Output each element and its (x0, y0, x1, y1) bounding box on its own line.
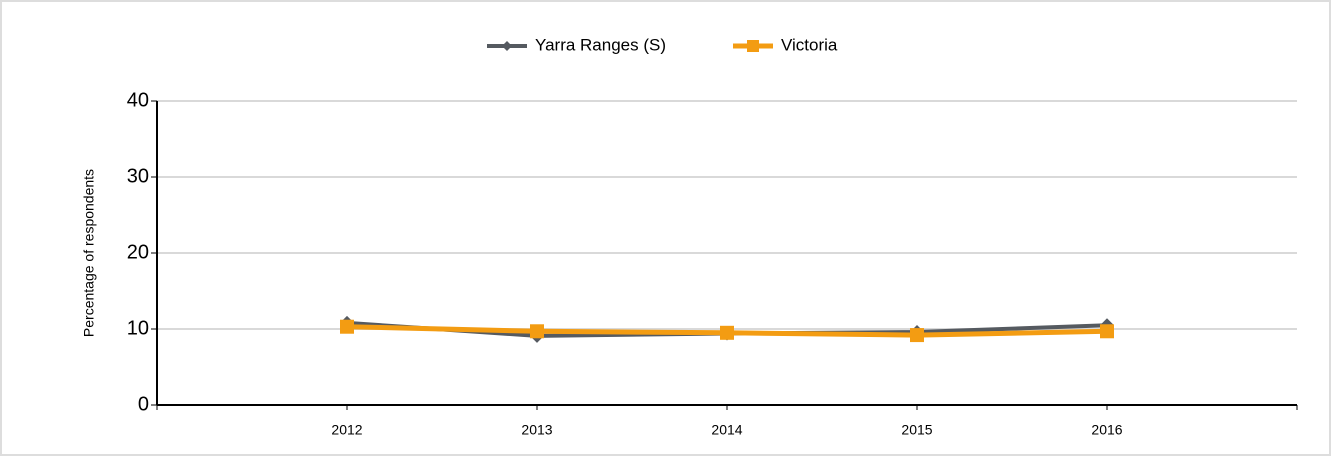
legend-label: Yarra Ranges (S) (535, 35, 666, 54)
y-tick-label: 10 (127, 317, 149, 339)
point-marker (720, 325, 734, 340)
x-tick-label: 2013 (521, 422, 552, 438)
legend-marker (502, 41, 512, 51)
y-tick-label: 20 (127, 241, 149, 263)
x-tick-label: 2012 (331, 422, 362, 438)
y-tick-label: 30 (127, 165, 149, 187)
point-marker (910, 328, 924, 343)
legend-marker (747, 40, 759, 52)
x-tick-label: 2016 (1091, 422, 1122, 438)
point-marker (340, 319, 354, 334)
y-tick-label: 40 (127, 89, 149, 111)
y-axis-label: Percentage of respondents (81, 169, 97, 337)
point-marker (1100, 324, 1114, 339)
point-marker (530, 324, 544, 339)
x-tick-label: 2014 (711, 422, 742, 438)
y-tick-label: 0 (138, 393, 149, 415)
x-tick-label: 2015 (901, 422, 932, 438)
legend-label: Victoria (781, 35, 838, 54)
